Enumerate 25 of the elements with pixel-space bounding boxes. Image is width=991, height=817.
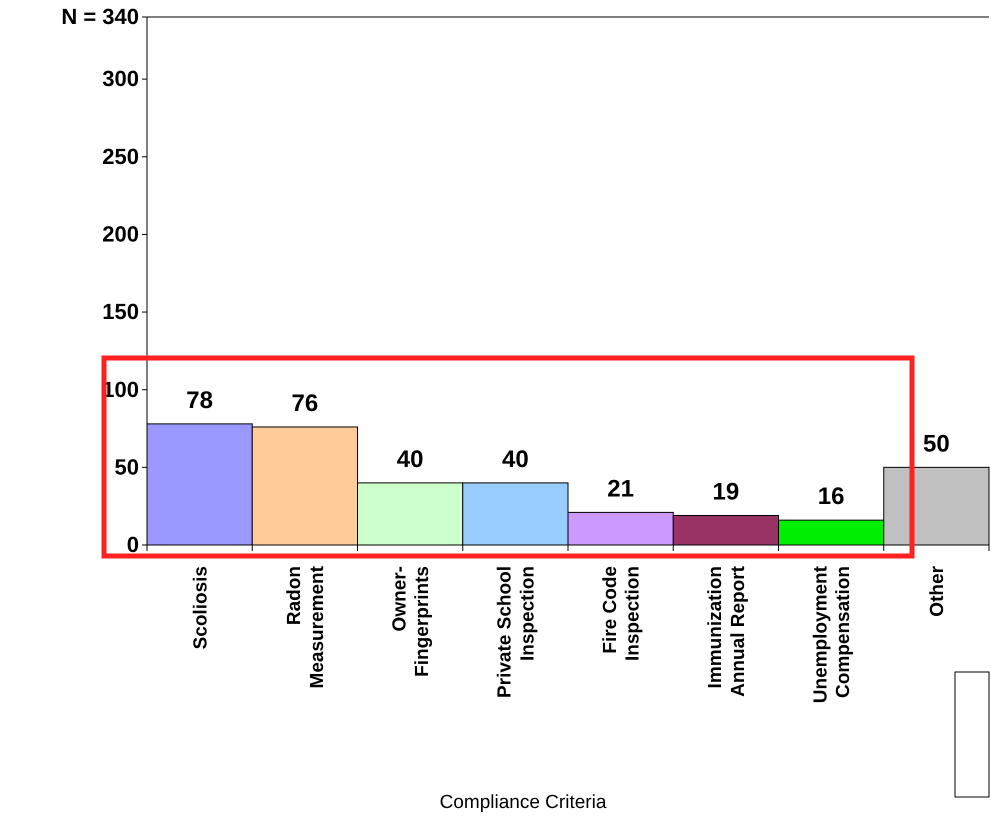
x-tick-label: Unemployment Compensation [810,565,854,704]
x-tick-label: Private School Inspection [494,566,538,698]
x-tick-label: Other [927,565,948,617]
y-tick-label: 50 [114,454,139,480]
y-tick-label: 250 [102,144,139,169]
y-tick-label: 150 [102,299,139,324]
data-label: 76 [292,390,318,417]
y-tick-label: 100 [102,376,139,402]
x-tick-label: Radon Measurement [284,565,328,688]
data-label: 40 [396,446,424,473]
x-tick-label: Fire Code Inspection [600,566,644,662]
data-label: 21 [607,475,634,502]
data-label: 19 [712,478,740,506]
x-tick-label: Owner-Fingerprints [389,566,434,677]
y-tick-label: 0 [126,532,139,558]
data-label: 40 [502,446,529,473]
x-tick-label: Immunization Annual Report [705,565,749,697]
y-tick-label: 200 [102,221,139,246]
data-label: 16 [818,483,844,510]
y-tick-label: 300 [102,66,139,92]
x-axis-title: Compliance Criteria [440,792,607,813]
data-label: 78 [186,386,213,414]
y-tick-label: N = 340 [61,4,139,30]
data-label: 50 [923,430,950,458]
x-tick-label: Scoliosis [190,566,212,650]
